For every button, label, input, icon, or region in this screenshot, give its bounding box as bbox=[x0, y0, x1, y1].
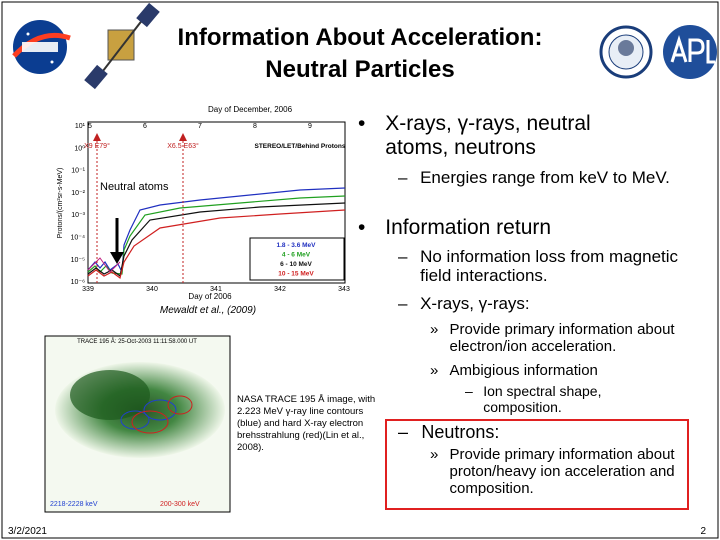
bullet-marker: – bbox=[398, 422, 409, 442]
annotation: Neutral atoms bbox=[100, 181, 169, 193]
top-tick-label: 9 bbox=[308, 123, 312, 130]
nasa-logo bbox=[12, 20, 71, 74]
highlight-box bbox=[385, 419, 689, 510]
legend-entry: 10 - 15 MeV bbox=[278, 271, 314, 278]
top-tick-label: 6 bbox=[143, 123, 147, 130]
x-tick-label: 339 bbox=[82, 286, 94, 293]
y-tick-label: 10⁻¹ bbox=[71, 168, 85, 175]
seal-logo bbox=[599, 25, 653, 79]
x-tick-label: 342 bbox=[274, 286, 286, 293]
figure1-plot bbox=[87, 121, 346, 284]
bullet-text: Energies range from keV to MeV. bbox=[420, 168, 670, 187]
figure2-image bbox=[44, 335, 231, 513]
bullet-item: » Provide primary information about proto… bbox=[430, 446, 685, 497]
x-axis-label: Day of 2006 bbox=[188, 292, 232, 301]
instrument-label: STEREO/LET/Behind Protons bbox=[254, 143, 345, 150]
flare-label: X6.5 E63° bbox=[167, 142, 199, 150]
top-tick-label: 8 bbox=[253, 123, 257, 130]
x-tick-label: 343 bbox=[338, 286, 350, 293]
y-tick-label: 10⁻⁵ bbox=[71, 257, 85, 264]
bullet-text: Ambigious information bbox=[449, 362, 598, 379]
bullet-marker: » bbox=[430, 446, 439, 463]
x-tick-label: 341 bbox=[210, 286, 222, 293]
y-tick-label: 10⁻⁶ bbox=[71, 279, 85, 286]
contour-label: 2218-2228 keV bbox=[50, 501, 98, 508]
bullet-item: » Ambigious information bbox=[430, 362, 690, 379]
x-tick-label: 340 bbox=[146, 286, 158, 293]
bullet-marker: » bbox=[430, 362, 439, 379]
figure-caption: NASA TRACE 195 Å image, with 2.223 MeV γ… bbox=[237, 394, 376, 453]
footer-date: 3/2/2021 bbox=[8, 526, 47, 537]
citation: Mewaldt et al., (2009) bbox=[160, 305, 256, 316]
bullet-text: Ion spectral shape, composition. bbox=[483, 383, 602, 415]
legend-entry: 6 - 10 MeV bbox=[280, 261, 312, 268]
spacecraft-icon bbox=[84, 2, 160, 90]
bullet-item: » Provide primary information about elect… bbox=[430, 321, 690, 355]
bullet-item: – Ion spectral shape, composition. bbox=[465, 383, 665, 415]
bullet-item: – X-rays, γ-rays: bbox=[398, 294, 688, 313]
apl-logo bbox=[663, 25, 717, 79]
bullet-item: • X-rays, γ-rays, neutral atoms, neutrons bbox=[358, 112, 658, 160]
y-tick-label: 10⁻² bbox=[71, 190, 85, 197]
bullet-marker: – bbox=[398, 247, 408, 266]
legend-entry: 1.8 - 3.6 MeV bbox=[276, 242, 316, 249]
top-tick-label: 5 bbox=[88, 123, 92, 130]
bullet-marker: – bbox=[398, 294, 408, 313]
y-tick-label: 10⁻⁴ bbox=[71, 235, 86, 242]
bullet-marker: • bbox=[358, 112, 366, 135]
y-axis-label: Protons/(cm²sr-s-MeV) bbox=[57, 168, 64, 239]
bullet-marker: – bbox=[465, 383, 473, 399]
bullet-text: Provide primary information about electr… bbox=[449, 321, 675, 355]
bullet-item: • Information return bbox=[358, 216, 658, 240]
contour-label: 200-300 keV bbox=[160, 501, 200, 508]
bullet-text: Provide primary information about proton… bbox=[449, 446, 675, 497]
bullet-item: – No information loss from magnetic field… bbox=[398, 247, 688, 285]
bullet-marker: – bbox=[398, 168, 408, 187]
flare-label: X9 E79° bbox=[84, 142, 110, 150]
y-tick-label: 10⁻³ bbox=[71, 212, 85, 219]
page-number: 2 bbox=[700, 526, 706, 537]
top-tick-label: 7 bbox=[198, 123, 202, 130]
bullet-text: Neutrons: bbox=[421, 422, 500, 442]
legend-entry: 4 - 6 MeV bbox=[282, 252, 311, 259]
bullet-item: – Neutrons: bbox=[398, 422, 678, 442]
y-tick-label: 10⁰ bbox=[74, 144, 85, 152]
bullet-text: X-rays, γ-rays: bbox=[420, 294, 530, 313]
slide-title: Information About Acceleration: Neutral … bbox=[177, 24, 543, 83]
figure2-title: TRACE 195 Å: 25-Oct-2003 11:11:58.000 UT bbox=[77, 338, 197, 345]
top-axis-label: Day of December, 2006 bbox=[208, 105, 293, 114]
bullet-text: X-rays, γ-rays, neutral atoms, neutrons bbox=[385, 112, 591, 159]
bullet-item: – Energies range from keV to MeV. bbox=[398, 168, 688, 187]
bullet-marker: • bbox=[358, 216, 366, 239]
bullet-text: No information loss from magnetic field … bbox=[420, 247, 679, 285]
bullet-text: Information return bbox=[385, 216, 552, 239]
bullet-marker: » bbox=[430, 321, 439, 338]
y-tick-label: 10¹ bbox=[75, 123, 86, 130]
